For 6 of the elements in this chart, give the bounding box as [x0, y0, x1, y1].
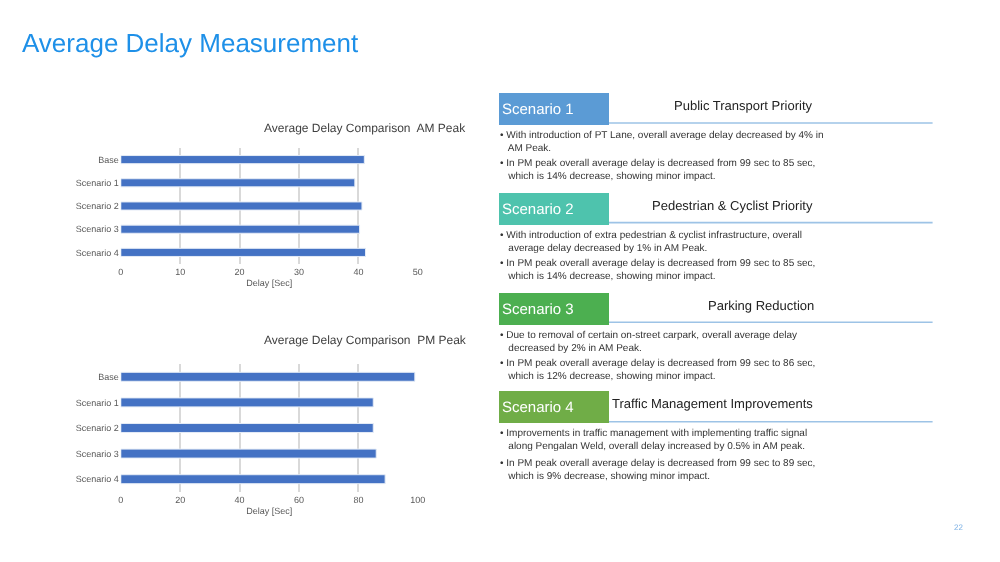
text: Average Delay Measurement: [22, 28, 360, 58]
bar: [120, 423, 374, 433]
bar: [120, 397, 374, 408]
bar: [120, 448, 377, 459]
bar: [120, 371, 416, 382]
bar: [120, 474, 386, 485]
